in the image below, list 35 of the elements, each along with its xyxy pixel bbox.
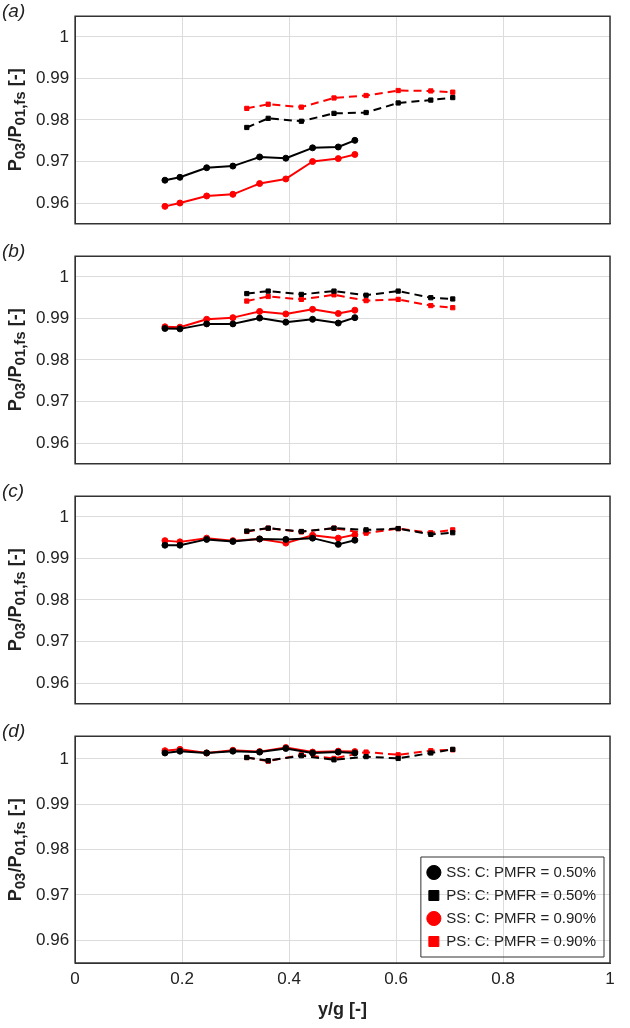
x-tick-label: 0.2 [170, 968, 194, 988]
y-tick-label: 0.97 [35, 884, 70, 904]
y-tick-label: 1 [59, 506, 70, 526]
y-tick-label: 0.97 [35, 631, 70, 651]
chart-title: (a) [2, 0, 26, 22]
y-tick-label: 0.97 [35, 151, 70, 171]
x-tick-label: 0.8 [491, 968, 515, 988]
x-tick-label: 0.6 [384, 968, 408, 988]
y-tick-label: 0.98 [35, 839, 70, 859]
y-tick-label: 0.99 [35, 308, 70, 328]
x-tick-label: 1 [605, 968, 615, 988]
x-tick-label: 0.4 [277, 968, 301, 988]
chart-title: (d) [2, 720, 26, 742]
legend-label: PS: C: PMFR = 0.90% [446, 931, 597, 949]
y-tick-label: 0.96 [35, 192, 70, 212]
y-tick-label: 0.99 [35, 793, 70, 813]
legend-label: PS: C: PMFR = 0.50% [446, 885, 597, 903]
chart-title: (b) [2, 240, 26, 262]
y-tick-label: 0.98 [35, 109, 70, 129]
y-tick-label: 0.96 [35, 672, 70, 692]
y-tick-label: 0.97 [35, 391, 70, 411]
y-tick-label: 1 [59, 748, 70, 768]
chart-title: (c) [2, 480, 25, 502]
y-tick-label: 0.98 [35, 349, 70, 369]
x-tick-label: 0 [70, 968, 80, 988]
y-tick-label: 0.98 [35, 589, 70, 609]
y-tick-label: 0.99 [35, 548, 70, 568]
x-axis-title: y/g [-] [318, 999, 368, 1020]
y-tick-label: 0.96 [35, 930, 70, 950]
y-tick-label: 0.96 [35, 432, 70, 452]
y-tick-label: 0.99 [35, 68, 70, 88]
legend-label: SS: C: PMFR = 0.50% [446, 862, 597, 880]
legend-label: SS: C: PMFR = 0.90% [446, 908, 597, 926]
y-tick-label: 1 [59, 266, 70, 286]
y-tick-label: 1 [59, 26, 70, 46]
